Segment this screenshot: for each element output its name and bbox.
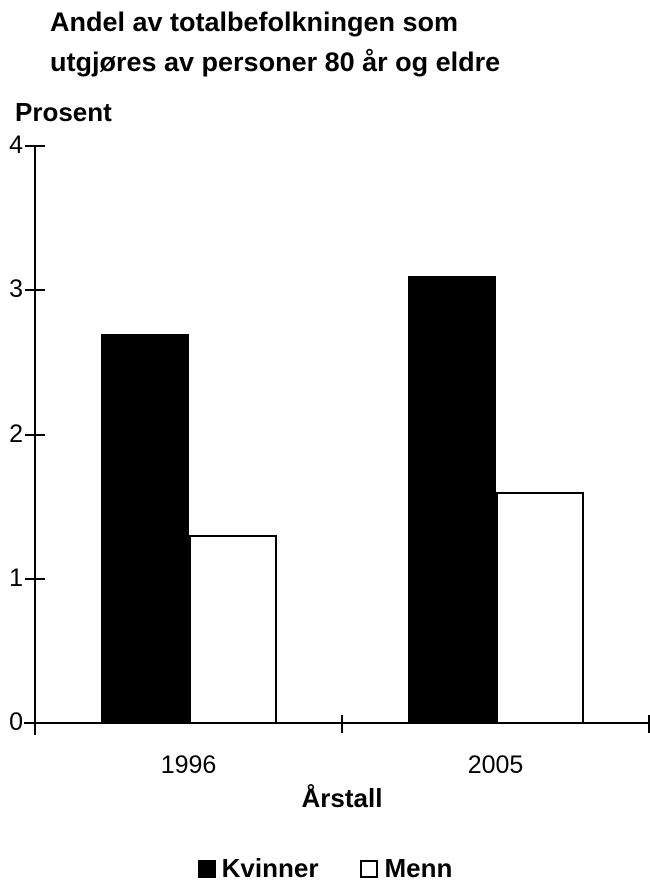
legend: Kvinner Menn xyxy=(0,853,650,883)
chart-title: Andel av totalbefolkningen som utgjøres … xyxy=(50,2,500,82)
x-axis-title: Årstall xyxy=(301,783,383,813)
x-category-label: 2005 xyxy=(467,751,524,779)
bar-menn-1996 xyxy=(188,535,277,724)
x-category-label: 1996 xyxy=(160,751,217,779)
y-tick xyxy=(25,722,45,724)
legend-label-kvinner: Kvinner xyxy=(221,853,319,883)
y-tick-label: 1 xyxy=(9,563,23,592)
legend-item-menn: Menn xyxy=(360,853,452,883)
bar-kvinner-2005 xyxy=(407,275,496,724)
bar-kvinner-1996 xyxy=(100,333,189,724)
x-tick xyxy=(648,715,650,733)
legend-swatch-kvinner xyxy=(197,859,216,878)
legend-label-menn: Menn xyxy=(384,853,453,883)
chart-title-line2: utgjøres av personer 80 år og eldre xyxy=(50,47,501,77)
y-axis-title: Prosent xyxy=(15,97,112,127)
x-tick xyxy=(341,715,343,733)
y-tick-label: 0 xyxy=(9,708,23,736)
legend-swatch-menn xyxy=(360,859,379,878)
y-tick xyxy=(25,577,45,580)
bar-menn-2005 xyxy=(495,492,584,724)
y-axis-line xyxy=(34,146,36,735)
y-tick xyxy=(25,289,45,292)
x-axis-line xyxy=(24,722,649,724)
y-tick-label: 2 xyxy=(9,419,23,448)
y-tick xyxy=(25,433,45,436)
chart-title-line1: Andel av totalbefolkningen som xyxy=(50,7,459,37)
y-tick-label: 3 xyxy=(9,275,23,304)
y-tick xyxy=(25,145,45,147)
legend-item-kvinner: Kvinner xyxy=(197,853,319,883)
y-tick-label: 4 xyxy=(9,131,23,159)
